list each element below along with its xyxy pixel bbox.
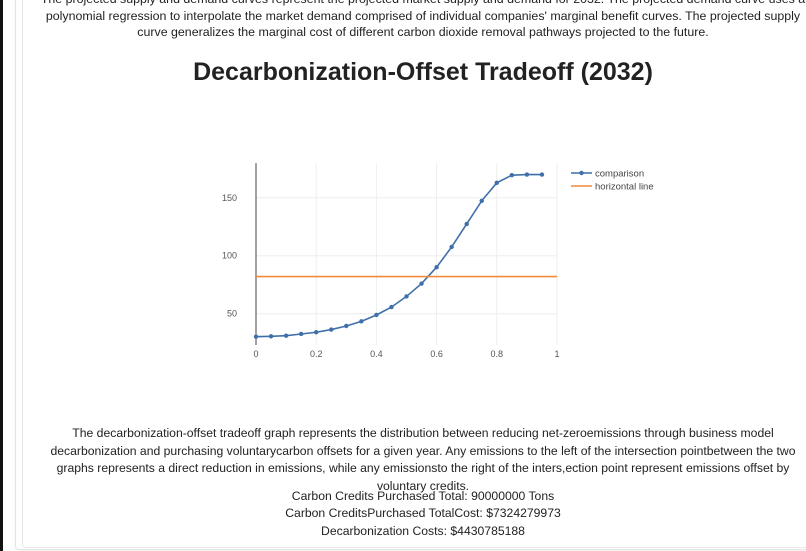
data-point [314,330,319,335]
data-point [298,331,304,337]
data-point [539,172,545,177]
intro-paragraph: The projected supply and demand curves r… [41,0,805,39]
x-tick-label: 0.2 [310,349,323,359]
x-tick-label: 0.4 [370,349,383,359]
data-point [253,334,259,339]
data-point [283,333,289,338]
legend-label: comparison [595,169,644,180]
data-point [344,323,349,329]
y-tick-label: 100 [222,251,237,261]
data-point [479,198,484,203]
data-point [494,180,499,186]
data-point [404,294,409,299]
data-point [449,244,454,250]
window-edge [0,0,3,551]
decarbonization-cost: Decarbonization Costs: $4430785188 [321,523,525,538]
x-tick-label: 0.8 [491,349,504,359]
data-point [524,172,530,177]
data-point [434,265,439,270]
credits-cost: Carbon CreditsPurchased TotalCost: $7324… [285,506,561,521]
stats-block: Carbon Credits Purchased Total: 90000000… [40,488,806,540]
data-point [464,221,469,227]
data-point [329,327,334,332]
data-point [374,312,379,318]
y-tick-label: 150 [222,193,237,203]
data-point [419,281,424,286]
grid [256,163,558,345]
explanation-paragraph: The decarbonization-offset tradeoff grap… [50,426,796,493]
content-card [22,0,806,548]
y-tick-label: 50 [227,309,237,319]
legend-marker [579,170,584,176]
legend-label: horizontal line [595,182,654,193]
x-tick-label: 0.6 [430,349,443,359]
x-tick-label: 0 [253,349,258,359]
series [253,172,557,339]
credits-total: Carbon Credits Purchased Total: 90000000… [291,489,555,503]
legend: comparison horizontal line [571,169,654,193]
data-point [509,172,515,178]
outer-card [15,0,806,550]
x-tick-label: 1 [554,349,559,359]
data-point [268,334,274,339]
data-point [389,304,394,310]
data-point [359,319,364,324]
series-line-comparison [255,173,542,338]
page-title: Decarbonization-Offset Tradeoff (2032) [193,58,653,86]
